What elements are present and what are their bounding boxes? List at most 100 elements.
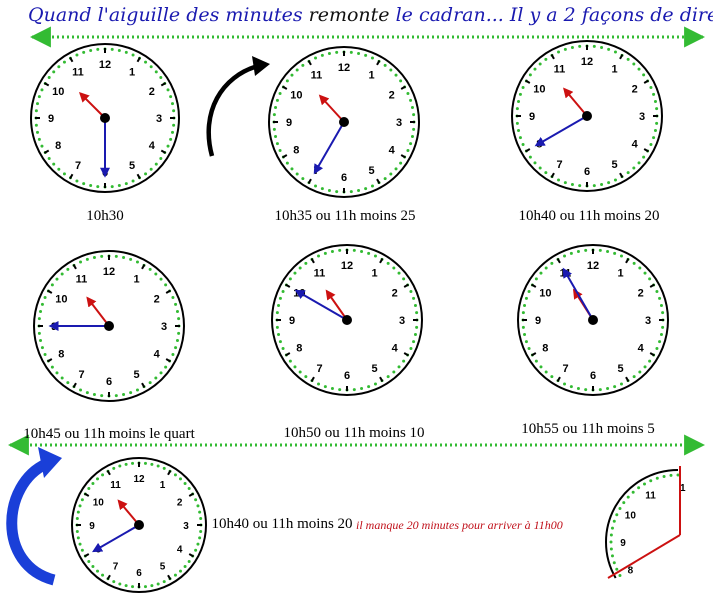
minute-tick	[410, 105, 414, 109]
hour-tick	[165, 358, 171, 363]
minute-tick	[92, 256, 96, 260]
minute-tick	[274, 135, 278, 139]
clock-number: 8	[58, 349, 64, 361]
minute-tick	[199, 517, 203, 521]
minute-tick	[183, 564, 187, 568]
minute-tick	[275, 311, 279, 315]
minute-tick	[409, 346, 413, 350]
minute-tick	[637, 486, 641, 490]
clock-number: 12	[581, 56, 593, 68]
minute-tick	[183, 482, 187, 486]
minute-tick	[187, 559, 191, 563]
caption-10h45: 10h45 ou 11h moins le quart	[23, 426, 195, 442]
minute-tick	[357, 188, 361, 192]
minute-tick	[523, 333, 527, 337]
clock-number: 1	[160, 480, 166, 491]
hour-tick	[531, 352, 537, 357]
minute-tick	[55, 277, 59, 281]
minute-tick	[131, 53, 135, 57]
clock-number: 2	[389, 90, 395, 102]
wedge-line-diagonal	[607, 534, 681, 579]
minute-tick	[274, 105, 278, 109]
blue-curved-arrow-icon	[6, 447, 62, 586]
minute-tick	[638, 266, 642, 270]
minute-tick	[521, 311, 525, 315]
hour-tick	[285, 352, 291, 357]
minute-tick	[171, 296, 175, 300]
minute-tick	[278, 296, 282, 300]
clock-number: 3	[645, 315, 651, 327]
minute-tick	[173, 473, 177, 477]
minute-tick	[40, 144, 44, 148]
minute-tick	[314, 56, 318, 60]
minute-tick	[92, 392, 96, 396]
clock-number: 2	[177, 497, 183, 508]
minute-tick	[394, 167, 398, 171]
hour-tick	[307, 178, 312, 184]
minute-tick	[317, 254, 321, 258]
minute-tick	[367, 251, 371, 255]
minute-tick	[655, 121, 659, 125]
minute-tick	[360, 250, 364, 254]
minute-tick	[662, 474, 666, 478]
hour-hand	[86, 296, 110, 327]
minute-tick	[655, 107, 659, 111]
minute-hand	[562, 267, 594, 321]
minute-tick	[659, 303, 663, 307]
minute-tick	[154, 70, 158, 74]
minute-tick	[101, 573, 105, 577]
minute-tick	[609, 533, 613, 537]
minute-tick	[661, 325, 665, 329]
minute-tick	[600, 46, 604, 50]
minute-tick	[415, 325, 419, 329]
minute-tick	[412, 127, 416, 131]
minute-tick	[85, 391, 89, 395]
minute-tick	[397, 271, 401, 275]
clock-number: 6	[590, 370, 596, 382]
minute-tick	[304, 375, 308, 379]
clock-center	[339, 117, 349, 127]
hour-hand	[117, 499, 140, 526]
clock-center	[588, 315, 598, 325]
minute-tick	[175, 339, 179, 343]
minute-tick	[383, 177, 387, 181]
minute-tick	[626, 495, 630, 499]
minute-tick	[613, 50, 617, 54]
clock-number: 9	[535, 315, 541, 327]
minute-tick	[415, 311, 419, 315]
minute-tick	[655, 476, 659, 480]
clock-number: 3	[161, 321, 167, 333]
minute-tick	[164, 365, 168, 369]
hour-tick	[525, 148, 531, 153]
minute-tick	[648, 359, 652, 363]
clock-number: 4	[389, 145, 396, 157]
clock-number: 4	[632, 139, 639, 151]
minute-tick	[166, 144, 170, 148]
minute-tick	[75, 53, 79, 57]
minute-tick	[330, 250, 334, 254]
minute-tick	[52, 162, 56, 166]
minute-tick	[610, 554, 614, 558]
hour-tick	[379, 258, 384, 264]
minute-tick	[178, 477, 182, 481]
minute-tick	[66, 267, 70, 271]
clock-number: 3	[396, 117, 402, 129]
minute-tick	[409, 290, 413, 294]
minute-tick	[288, 359, 292, 363]
hour-tick	[310, 258, 315, 264]
minute-hand	[92, 524, 140, 553]
minute-tick	[144, 172, 148, 176]
minute-tick	[364, 53, 368, 57]
minute-tick	[613, 178, 617, 182]
minute-tick	[80, 548, 84, 552]
minute-tick	[653, 129, 657, 133]
minute-tick	[607, 47, 611, 51]
minute-tick	[36, 130, 40, 134]
hour-hand	[318, 94, 345, 123]
clock-number: 6	[344, 370, 350, 382]
minute-tick	[615, 513, 619, 517]
clock-number: 9	[529, 111, 535, 123]
hour-tick	[403, 352, 409, 357]
caption-bottom-10h40: 10h40 ou 11h moins 20	[211, 516, 353, 532]
